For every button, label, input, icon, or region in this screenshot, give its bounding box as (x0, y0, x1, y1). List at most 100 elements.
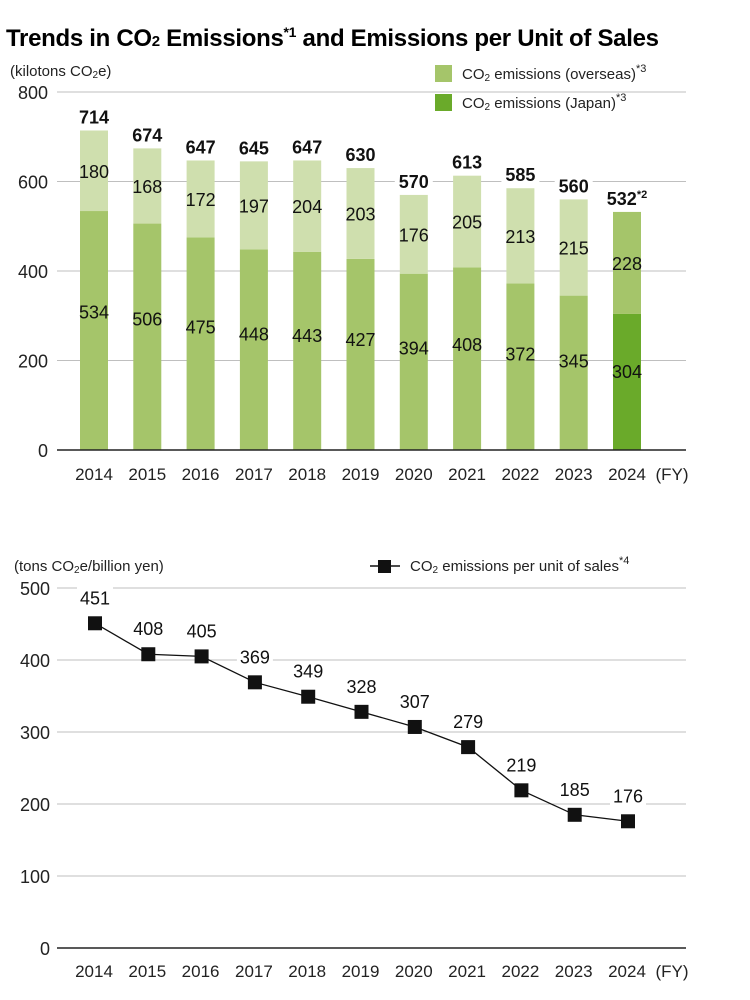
x-tick-label: 2015 (128, 465, 166, 484)
bar-segment-upper (559, 199, 588, 296)
point-label-bg (343, 675, 380, 696)
bar-total-label: 647 (186, 137, 216, 157)
total-label-bg (288, 136, 327, 157)
segment-value-label: 394 (399, 339, 429, 359)
data-point-label: 369 (240, 647, 270, 667)
total-label-bg (128, 124, 167, 145)
point-label-bg (450, 711, 487, 732)
y-axis-unit-label: (tons CO2​e/billion yen) (14, 558, 164, 576)
bar-segment-lower (613, 313, 641, 450)
bar-segment-lower (346, 258, 375, 450)
data-point-label: 185 (560, 780, 590, 800)
bar-total-label: 645 (239, 138, 269, 158)
x-tick-label: 2021 (448, 465, 486, 484)
y-tick-label: 800 (18, 83, 48, 103)
bar-total-label: 613 (452, 153, 482, 173)
bar-total-label: 647 (292, 137, 322, 157)
segment-value-label: 213 (505, 227, 535, 247)
y-tick-label: 0 (40, 939, 50, 959)
bar-segment-lower (186, 237, 215, 450)
data-point-label: 328 (346, 677, 376, 697)
y-tick-label: 200 (20, 795, 50, 815)
point-label-bg (396, 690, 433, 711)
legend-swatch (435, 65, 452, 82)
data-point-label: 405 (187, 621, 217, 641)
legend-label: CO2​ emissions per unit of sales*4​ (410, 555, 629, 576)
point-label-bg (556, 778, 593, 799)
stacked-bar-chart: (kilotons CO2​e) 0 200 400 600 800 CO2​ emissi… (10, 63, 689, 484)
x-tick-label: 2019 (342, 962, 380, 981)
x-tick-label: 2024 (608, 962, 646, 981)
x-tick-label: 2020 (395, 465, 433, 484)
data-point-label: 279 (453, 712, 483, 732)
y-tick-label: 300 (20, 723, 50, 743)
bar-segment-lower (239, 249, 268, 450)
segment-value-label: 168 (132, 177, 162, 197)
legend-label: CO2​ emissions (overseas)*3​ (462, 63, 646, 84)
bar-segment-upper (239, 161, 268, 250)
data-point-marker (247, 675, 262, 690)
data-point-label: 349 (293, 662, 323, 682)
x-tick-label: 2016 (182, 465, 220, 484)
x-tick-label: 2019 (342, 465, 380, 484)
y-tick-label: 400 (18, 262, 48, 282)
bar-total-label: 560 (559, 176, 589, 196)
x-tick-label: 2023 (555, 962, 593, 981)
x-tick-label: 2017 (235, 465, 273, 484)
point-label-bg (610, 785, 646, 806)
data-point-marker (141, 647, 156, 662)
total-label-bg (448, 151, 487, 172)
data-point-label: 219 (506, 755, 536, 775)
segment-value-label: 448 (239, 325, 269, 345)
legend-swatch (435, 94, 452, 111)
total-label-bg (181, 136, 220, 157)
bar-segment-lower (453, 267, 482, 450)
point-label-bg (183, 620, 220, 641)
x-tick-label: 2017 (235, 962, 273, 981)
y-tick-label: 500 (20, 579, 50, 599)
series-line (94, 622, 629, 822)
segment-value-label: 304 (612, 362, 642, 382)
bar-total-label: 714 (79, 107, 109, 127)
data-point-marker (621, 814, 635, 829)
data-point-label: 176 (613, 786, 643, 806)
bar-segment-lower (293, 251, 322, 450)
total-label-bg (501, 164, 540, 185)
segment-value-label: 427 (345, 330, 375, 350)
data-point-marker (567, 807, 582, 822)
total-label-bg (234, 137, 273, 158)
bar-segment-upper (186, 160, 215, 238)
data-point-marker (354, 704, 369, 719)
bar-segment-upper (346, 168, 375, 259)
bar-segment-lower (80, 211, 108, 450)
total-label-bg (341, 144, 380, 165)
legend-label: CO2​ emissions (Japan)*3​ (462, 92, 626, 113)
x-tick-label: 2020 (395, 962, 433, 981)
segment-value-label: 372 (505, 344, 535, 364)
title-part: Trends in CO (6, 25, 152, 52)
title-part: Emissions (159, 25, 284, 52)
total-label-bg (554, 175, 593, 196)
data-point-label: 307 (400, 692, 430, 712)
data-point-label: 408 (133, 619, 163, 639)
x-tick-label: 2022 (501, 465, 539, 484)
point-label-bg (290, 660, 327, 681)
total-label-bg (604, 187, 650, 208)
bar-segment-upper (613, 211, 641, 314)
legend-marker (378, 560, 391, 573)
bar-total-label: 585 (505, 165, 535, 185)
y-tick-label: 600 (18, 173, 48, 193)
segment-value-label: 534 (79, 302, 109, 322)
segment-value-label: 197 (239, 196, 269, 216)
title-part: and Emissions per Unit of Sales (296, 25, 659, 52)
total-label-bg (394, 170, 433, 191)
title-subscript: 2 (151, 33, 160, 50)
bar-segment-upper (80, 130, 108, 212)
point-label-bg (77, 587, 113, 608)
segment-value-label: 176 (399, 225, 429, 245)
segment-value-label: 215 (559, 239, 589, 259)
segment-value-label: 205 (452, 213, 482, 233)
segment-value-label: 172 (186, 190, 216, 210)
bar-segment-upper (399, 194, 428, 274)
chart-title: Trends in CO2 Emissions*1 and Emissions … (6, 24, 659, 53)
